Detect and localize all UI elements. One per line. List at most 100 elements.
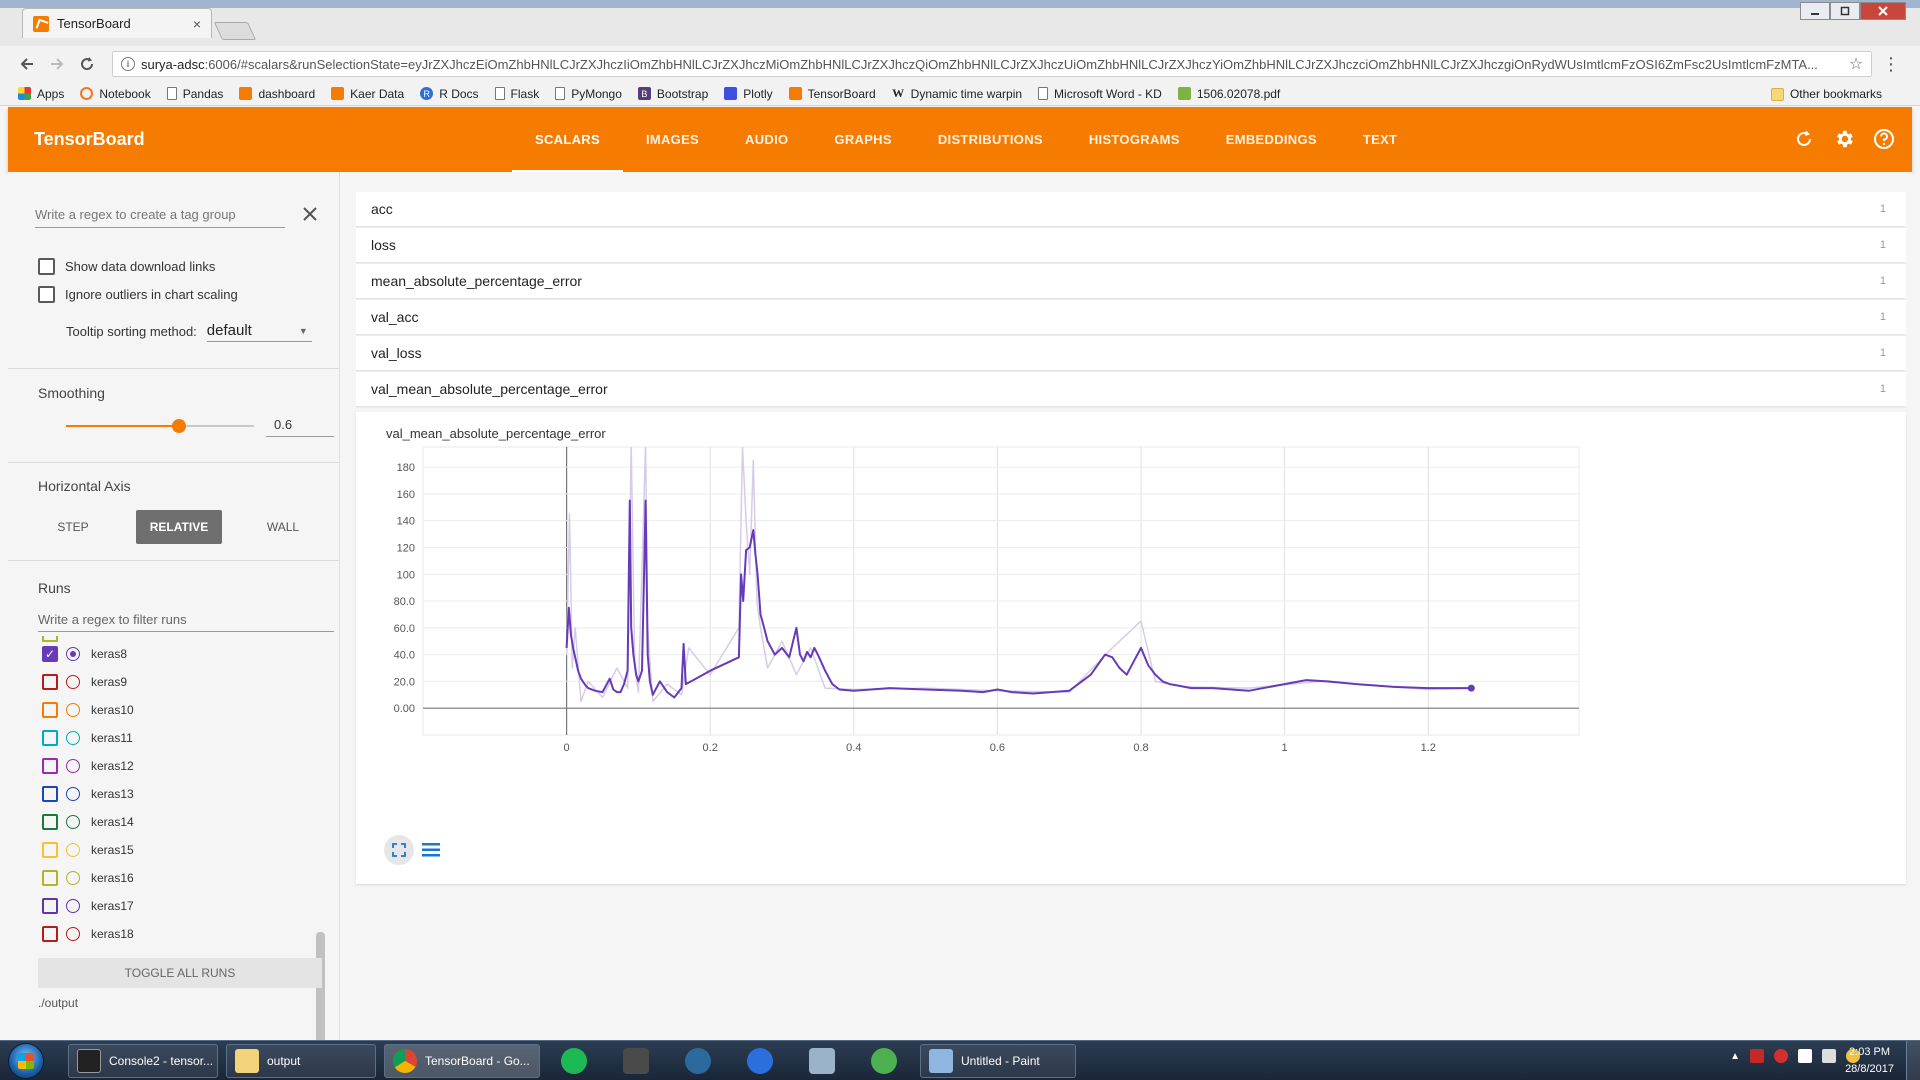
bookmark-dashboard[interactable]: dashboard — [239, 87, 315, 101]
show-download-links-checkbox[interactable] — [38, 258, 55, 275]
tray-flag-icon[interactable] — [1750, 1049, 1764, 1063]
run-item-keras8[interactable]: ✓ keras8 — [42, 643, 127, 665]
tag-row-val-acc[interactable]: val_acc 1 — [356, 300, 1906, 335]
bookmark-bootstrap[interactable]: B Bootstrap — [637, 87, 708, 101]
log-scale-list-icon[interactable] — [416, 835, 446, 865]
run-item-keras11[interactable]: keras11 — [42, 727, 133, 749]
taskbar-paint[interactable]: Untitled - Paint — [920, 1044, 1076, 1078]
tab-images[interactable]: IMAGES — [645, 132, 700, 147]
tag-row-val-loss[interactable]: val_loss 1 — [356, 336, 1906, 371]
tab-scalars[interactable]: SCALARS — [512, 107, 623, 172]
run-item-keras9[interactable]: keras9 — [42, 671, 127, 693]
run-item-keras12[interactable]: keras12 — [42, 755, 134, 777]
bookmark-notebook[interactable]: Notebook — [80, 87, 151, 101]
tag-row-val-mape[interactable]: val_mean_absolute_percentage_error 1 — [356, 372, 1906, 407]
bookmark-word-doc[interactable]: Microsoft Word - KD — [1038, 87, 1162, 101]
start-button[interactable] — [8, 1043, 44, 1079]
taskbar-pin-app5[interactable] — [804, 1045, 840, 1077]
run-radio[interactable] — [66, 731, 80, 745]
smoothing-slider-handle[interactable] — [171, 419, 186, 433]
tab-embeddings[interactable]: EMBEDDINGS — [1225, 132, 1317, 147]
refresh-icon[interactable] — [1792, 127, 1816, 151]
tab-graphs[interactable]: GRAPHS — [834, 132, 892, 147]
run-radio[interactable] — [66, 871, 80, 885]
back-icon[interactable] — [14, 51, 40, 77]
minimize-icon[interactable] — [1800, 2, 1830, 20]
run-checkbox[interactable] — [42, 814, 58, 830]
taskbar-pin-app3[interactable] — [680, 1045, 716, 1077]
bookmark-pymongo[interactable]: PyMongo — [555, 87, 622, 101]
taskbar-pin-mongodb[interactable] — [866, 1045, 902, 1077]
run-checkbox[interactable] — [42, 898, 58, 914]
run-item-keras13[interactable]: keras13 — [42, 783, 134, 805]
run-radio[interactable] — [66, 675, 80, 689]
bookmark-pandas[interactable]: Pandas — [166, 87, 223, 101]
run-item-keras10[interactable]: keras10 — [42, 699, 134, 721]
run-radio[interactable] — [66, 703, 80, 717]
tray-app-icon[interactable] — [1846, 1049, 1860, 1063]
other-bookmarks[interactable]: Other bookmarks — [1770, 87, 1882, 101]
run-checkbox[interactable] — [42, 702, 58, 718]
run-radio[interactable] — [66, 787, 80, 801]
tab-text[interactable]: TEXT — [1362, 132, 1398, 147]
bookmark-plotly[interactable]: Plotly — [724, 87, 773, 101]
taskbar-pin-sublime[interactable] — [618, 1045, 654, 1077]
tray-antivirus-icon[interactable] — [1774, 1049, 1788, 1063]
site-info-icon[interactable]: i — [121, 57, 135, 71]
show-desktop-button[interactable] — [1906, 1041, 1920, 1080]
run-item-keras18[interactable]: keras18 — [42, 923, 134, 945]
settings-gear-icon[interactable] — [1832, 127, 1856, 151]
taskbar-clock[interactable]: 2:03 PM 28/8/2017 — [1845, 1046, 1894, 1075]
tag-row-mape[interactable]: mean_absolute_percentage_error 1 — [356, 264, 1906, 299]
bookmark-flask[interactable]: Flask — [494, 87, 539, 101]
tab-distributions[interactable]: DISTRIBUTIONS — [937, 132, 1043, 147]
taskbar-pin-app1[interactable] — [556, 1045, 592, 1077]
axis-step-button[interactable]: STEP — [57, 520, 89, 534]
window-close-icon[interactable] — [1860, 2, 1906, 20]
run-radio-selected[interactable] — [66, 647, 80, 661]
run-checkbox-checked[interactable]: ✓ — [42, 646, 58, 662]
run-checkbox[interactable] — [42, 674, 58, 690]
smoothing-value-input[interactable]: 0.6 — [266, 413, 334, 437]
axis-wall-button[interactable]: WALL — [266, 520, 300, 534]
bookmark-tensorboard[interactable]: TensorBoard — [788, 87, 876, 101]
ignore-outliers-checkbox[interactable] — [38, 286, 55, 303]
help-icon[interactable] — [1872, 127, 1896, 151]
run-radio[interactable] — [66, 843, 80, 857]
browser-menu-icon[interactable]: ⋮ — [1882, 53, 1900, 74]
run-checkbox[interactable] — [42, 786, 58, 802]
line-chart[interactable]: 0 0.2 0.4 0.6 0.8 1 1.2 0.00 20.0 40.0 60.0 80.0 100… — [356, 412, 1906, 832]
run-checkbox[interactable] — [42, 926, 58, 942]
runs-scrollbar[interactable] — [316, 932, 325, 1080]
tag-row-loss[interactable]: loss 1 — [356, 228, 1906, 263]
bookmark-star-icon[interactable]: ☆ — [1841, 52, 1871, 76]
axis-relative-button[interactable]: RELATIVE — [136, 510, 222, 544]
browser-tab[interactable]: TensorBoard × — [22, 8, 212, 38]
run-radio[interactable] — [66, 815, 80, 829]
run-radio[interactable] — [66, 759, 80, 773]
run-checkbox[interactable] — [42, 842, 58, 858]
tag-group-regex-input[interactable] — [35, 202, 285, 228]
close-tab-icon[interactable]: × — [192, 15, 201, 32]
address-bar[interactable]: i surya-adsc:6006/#scalars&runSelectionS… — [112, 51, 1872, 77]
run-item-keras16[interactable]: keras16 — [42, 867, 134, 889]
tab-histograms[interactable]: HISTOGRAMS — [1088, 132, 1180, 147]
forward-icon[interactable] — [44, 51, 70, 77]
tray-expand-icon[interactable]: ▲ — [1730, 1050, 1740, 1062]
ignore-outliers-row[interactable]: Ignore outliers in chart scaling — [38, 286, 238, 303]
taskbar-console2[interactable]: Console2 - tensor... — [68, 1044, 218, 1078]
clear-icon[interactable] — [298, 202, 322, 226]
run-checkbox[interactable] — [42, 758, 58, 774]
run-radio[interactable] — [66, 927, 80, 941]
show-download-links-row[interactable]: Show data download links — [38, 258, 215, 275]
tray-volume-icon[interactable] — [1822, 1049, 1836, 1063]
run-item-keras17[interactable]: keras17 — [42, 895, 134, 917]
maximize-icon[interactable] — [1830, 2, 1860, 20]
run-item-keras15[interactable]: keras15 — [42, 839, 134, 861]
bookmark-apps[interactable]: Apps — [18, 87, 64, 101]
run-checkbox[interactable] — [42, 870, 58, 886]
reload-icon[interactable] — [74, 51, 100, 77]
taskbar-chrome[interactable]: TensorBoard - Go... — [384, 1044, 540, 1078]
run-item-keras14[interactable]: keras14 — [42, 811, 134, 833]
